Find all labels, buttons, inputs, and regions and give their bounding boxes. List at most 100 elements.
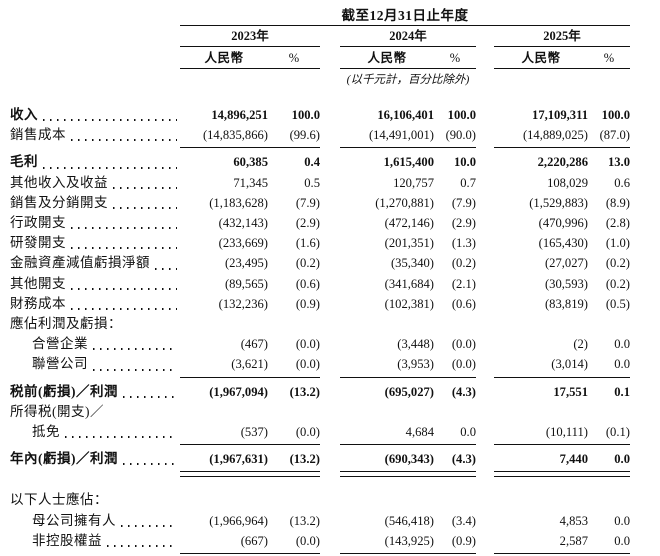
cell-2025-pct: 0.6	[614, 175, 630, 190]
row-label: 聯營公司	[32, 356, 88, 372]
cell-2025-pct: 0.0	[614, 452, 630, 467]
table-row-gross-profit: 毛利 60,385 0.4 1,615,400 10.0 2,220,286 1…	[10, 152, 630, 172]
cell-2024-pct: (0.2)	[451, 256, 476, 271]
cell-2025-pct: (8.9)	[605, 195, 630, 210]
cell-2025-pct: 0.0	[614, 337, 630, 352]
cell-2023-pct: (1.6)	[295, 236, 320, 251]
row-label-cell: 研發開支	[10, 233, 180, 253]
cell-2023-pct: 0.5	[304, 175, 320, 190]
cell-2023-pct: (13.2)	[289, 384, 320, 399]
cell-2023-rmb: (14,835,866)	[202, 128, 268, 143]
rule-row	[10, 145, 630, 152]
table-row-profit-for-year: 年內(虧損)／利潤 (1,967,631) (13.2) (690,343) (…	[10, 449, 630, 469]
table-row-rd-expenses: 研發開支 (233,669) (1.6) (201,351) (1.3) (16…	[10, 233, 630, 253]
column-double-rule	[268, 471, 320, 477]
cell-2023-rmb: (432,143)	[218, 216, 268, 231]
row-label-cell: 年內(虧損)／利潤	[10, 449, 180, 469]
column-double-rule	[340, 553, 434, 556]
column-double-rule	[434, 471, 476, 477]
cell-2024-rmb: (546,418)	[384, 513, 434, 528]
cell-2024-rmb: 4,684	[405, 425, 434, 440]
cell-2023-pct: (99.6)	[289, 128, 320, 143]
cell-2023-rmb: (3,621)	[231, 357, 268, 372]
cell-2024-pct: (4.3)	[451, 452, 476, 467]
cell-2025-pct: (0.2)	[605, 256, 630, 271]
col-2024-rmb: 人民幣	[340, 51, 434, 69]
cell-2025-rmb: 7,440	[559, 452, 588, 467]
cell-2024-rmb: (14,491,001)	[368, 128, 434, 143]
cell-2025-rmb: (10,111)	[545, 425, 588, 440]
column-rule	[434, 444, 476, 446]
cell-2023-rmb: (1,967,631)	[209, 452, 268, 467]
row-label: 税前(虧損)／利潤	[10, 383, 118, 399]
dot-leader	[107, 545, 177, 548]
table-section-share-of-profits: 應佔利潤及虧損：	[10, 314, 630, 334]
cell-2025-pct: 0.1	[614, 384, 630, 399]
row-label: 其他開支	[10, 275, 66, 291]
dot-leader	[121, 524, 177, 527]
cell-2025-pct: (1.0)	[605, 236, 630, 251]
section-gap	[0, 481, 660, 490]
row-label: 所得税(開支)／	[10, 403, 104, 419]
dot-leader	[71, 287, 177, 290]
header-rule-row	[10, 25, 630, 26]
cell-2025-pct: 0.0	[614, 513, 630, 528]
cell-2025-rmb: (3,014)	[551, 357, 588, 372]
cell-2023-rmb: (23,495)	[224, 256, 268, 271]
cell-2023-rmb: (132,236)	[218, 296, 268, 311]
row-label-cell: 金融資產減值虧損淨額	[10, 253, 180, 273]
column-rule	[180, 444, 268, 446]
row-label-cell: 財務成本	[10, 294, 180, 314]
cell-2023-pct: (13.2)	[289, 452, 320, 467]
cell-2023-pct: (7.9)	[295, 195, 320, 210]
row-label: 合營企業	[32, 336, 88, 352]
year-2025-label: 2025年	[494, 29, 630, 47]
cell-2023-rmb: 60,385	[233, 155, 268, 170]
unit-note: (以千元計，百分比除外)	[346, 74, 470, 86]
column-double-rule	[494, 471, 588, 477]
table-row-joint-ventures: 合營企業 (467) (0.0) (3,448) (0.0) (2) 0.0	[10, 334, 630, 354]
row-label: 抵免	[32, 424, 60, 440]
cell-2024-rmb: (3,448)	[397, 337, 434, 352]
dot-leader	[43, 166, 177, 169]
cell-2023-rmb: (1,966,964)	[209, 513, 268, 528]
cell-2024-pct: 100.0	[447, 108, 476, 122]
cell-2025-pct: (87.0)	[599, 128, 630, 143]
cell-2023-pct: (0.0)	[295, 337, 320, 352]
cell-2025-rmb: 2,220,286	[537, 155, 588, 170]
dot-leader	[113, 207, 177, 210]
row-label: 銷售成本	[10, 127, 66, 143]
cell-2025-rmb: 17,551	[553, 384, 588, 399]
rule-row	[10, 442, 630, 449]
col-2023-pct: %	[268, 51, 320, 69]
row-label-cell: 收入	[10, 105, 180, 125]
cell-2024-pct: (0.6)	[451, 296, 476, 311]
dot-leader	[43, 119, 177, 122]
table-row-other-income: 其他收入及收益 71,345 0.5 120,757 0.7 108,029 0…	[10, 173, 630, 193]
cell-2025-rmb: 4,853	[559, 513, 588, 528]
row-label: 行政開支	[10, 215, 66, 231]
dot-leader	[71, 308, 177, 311]
row-label-cell: 其他開支	[10, 274, 180, 294]
row-label: 收入	[10, 107, 38, 122]
cell-2024-pct: 0.0	[460, 425, 476, 440]
table-section-attributable-to: 以下人士應佔：	[10, 490, 630, 510]
cell-2025-rmb: (2)	[573, 337, 588, 352]
row-label: 應佔利潤及虧損：	[10, 316, 122, 332]
cell-2024-pct: (1.3)	[451, 236, 476, 251]
cell-2024-rmb: (690,343)	[384, 452, 434, 467]
dot-leader	[71, 227, 177, 230]
col-2024-pct: %	[434, 51, 476, 69]
cell-2023-rmb: (537)	[240, 425, 268, 440]
col-2023-rmb: 人民幣	[180, 51, 268, 69]
rule-row	[10, 375, 630, 382]
cell-2023-rmb: (1,967,094)	[209, 384, 268, 399]
table-row-income-tax-line1: 所得税(開支)／	[10, 402, 630, 422]
dot-leader	[71, 247, 177, 250]
table-row-admin-expenses: 行政開支 (432,143) (2.9) (472,146) (2.9) (47…	[10, 213, 630, 233]
cell-2024-pct: (0.0)	[451, 357, 476, 372]
dot-leader	[113, 186, 177, 189]
cell-2024-rmb: 120,757	[393, 175, 434, 190]
table-row-impairment-losses: 金融資產減值虧損淨額 (23,495) (0.2) (35,340) (0.2)…	[10, 253, 630, 273]
